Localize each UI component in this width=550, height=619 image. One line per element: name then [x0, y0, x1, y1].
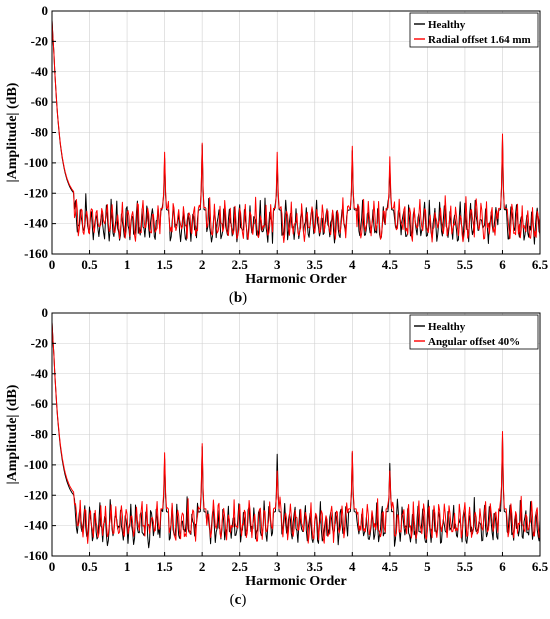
y-tick-label: -100 [24, 457, 48, 472]
x-tick-label: 3.5 [307, 257, 324, 272]
legend-box [409, 314, 539, 350]
x-tick-label: 6.5 [532, 559, 549, 574]
y-tick-label: -80 [31, 427, 48, 442]
chart-panel-b: 0 0.5 1 1.5 2 2.5 3 3.5 4 4.5 5 5.5 6 6.5 0 -20 -40 -60 -8… [5, 3, 549, 306]
legend-label: Angular offset 40% [428, 336, 520, 348]
y-tick-label: -100 [24, 155, 48, 170]
legend-label: Radial offset 1.64 mm [428, 34, 531, 46]
y-tick-label: -40 [31, 64, 48, 79]
series-line-angular-offset-40- [51, 322, 541, 544]
panel-caption: (b) [229, 290, 247, 306]
y-tick-label: -40 [31, 366, 48, 381]
y-tick-label: -120 [24, 185, 48, 200]
legend: Healthy Radial offset 1.64 mm [409, 12, 539, 48]
y-tick-label: -80 [31, 125, 48, 140]
x-tick-label: 0 [49, 257, 56, 272]
y-tick-label: -160 [24, 246, 48, 261]
caption-letter: b [234, 290, 242, 306]
x-axis-title: Harmonic Order [245, 574, 346, 589]
x-tick-label: 6.5 [532, 257, 549, 272]
y-tick-label: -120 [24, 487, 48, 502]
x-tick-label: 1.5 [156, 559, 173, 574]
y-axis-title: |Amplitude| (dB) [5, 82, 20, 182]
x-tick-label: 1.5 [156, 257, 173, 272]
x-tick-label: 5 [424, 257, 431, 272]
x-tick-label: 3 [274, 257, 281, 272]
y-tick-label: -60 [31, 94, 48, 109]
x-tick-label: 5.5 [457, 559, 474, 574]
legend: Healthy Angular offset 40% [409, 314, 539, 350]
x-tick-label: 5 [424, 559, 431, 574]
legend-box [409, 12, 539, 48]
y-axis-title: |Amplitude| (dB) [5, 384, 20, 484]
y-tick-label: -60 [31, 396, 48, 411]
x-tick-label: 6 [499, 559, 506, 574]
series-line-radial-offset-1-64-mm [51, 20, 541, 243]
x-tick-label: 2 [199, 257, 206, 272]
x-tick-label: 3.5 [307, 559, 324, 574]
x-tick-label: 2.5 [232, 257, 249, 272]
x-tick-label: 0.5 [81, 559, 98, 574]
panel-caption: (c) [230, 592, 247, 608]
y-tick-label: -160 [24, 548, 48, 563]
y-tick-label: -140 [24, 216, 48, 231]
x-tick-label: 0.5 [81, 257, 98, 272]
x-tick-label: 1 [124, 559, 131, 574]
legend-label: Healthy [428, 19, 466, 31]
y-tick-label: -140 [24, 518, 48, 533]
x-tick-label: 2 [199, 559, 206, 574]
x-tick-label: 4 [349, 257, 356, 272]
x-tick-label: 6 [499, 257, 506, 272]
x-tick-label: 4.5 [382, 559, 399, 574]
y-tick-label: -20 [31, 335, 48, 350]
legend-label: Healthy [428, 321, 466, 333]
x-tick-label: 0 [49, 559, 56, 574]
x-tick-label: 4.5 [382, 257, 399, 272]
x-tick-label: 2.5 [232, 559, 249, 574]
y-tick-label: -20 [31, 33, 48, 48]
y-tick-label: 0 [42, 305, 49, 320]
x-axis-title: Harmonic Order [245, 272, 346, 287]
x-tick-label: 1 [124, 257, 131, 272]
chart-panel-c: 0 0.5 1 1.5 2 2.5 3 3.5 4 4.5 5 5.5 6 6.5 0 -20 -40 -60 -8… [5, 305, 549, 608]
x-tick-label: 5.5 [457, 257, 474, 272]
x-tick-label: 3 [274, 559, 281, 574]
caption-letter: c [235, 592, 242, 608]
y-tick-label: 0 [42, 3, 49, 18]
x-tick-label: 4 [349, 559, 356, 574]
